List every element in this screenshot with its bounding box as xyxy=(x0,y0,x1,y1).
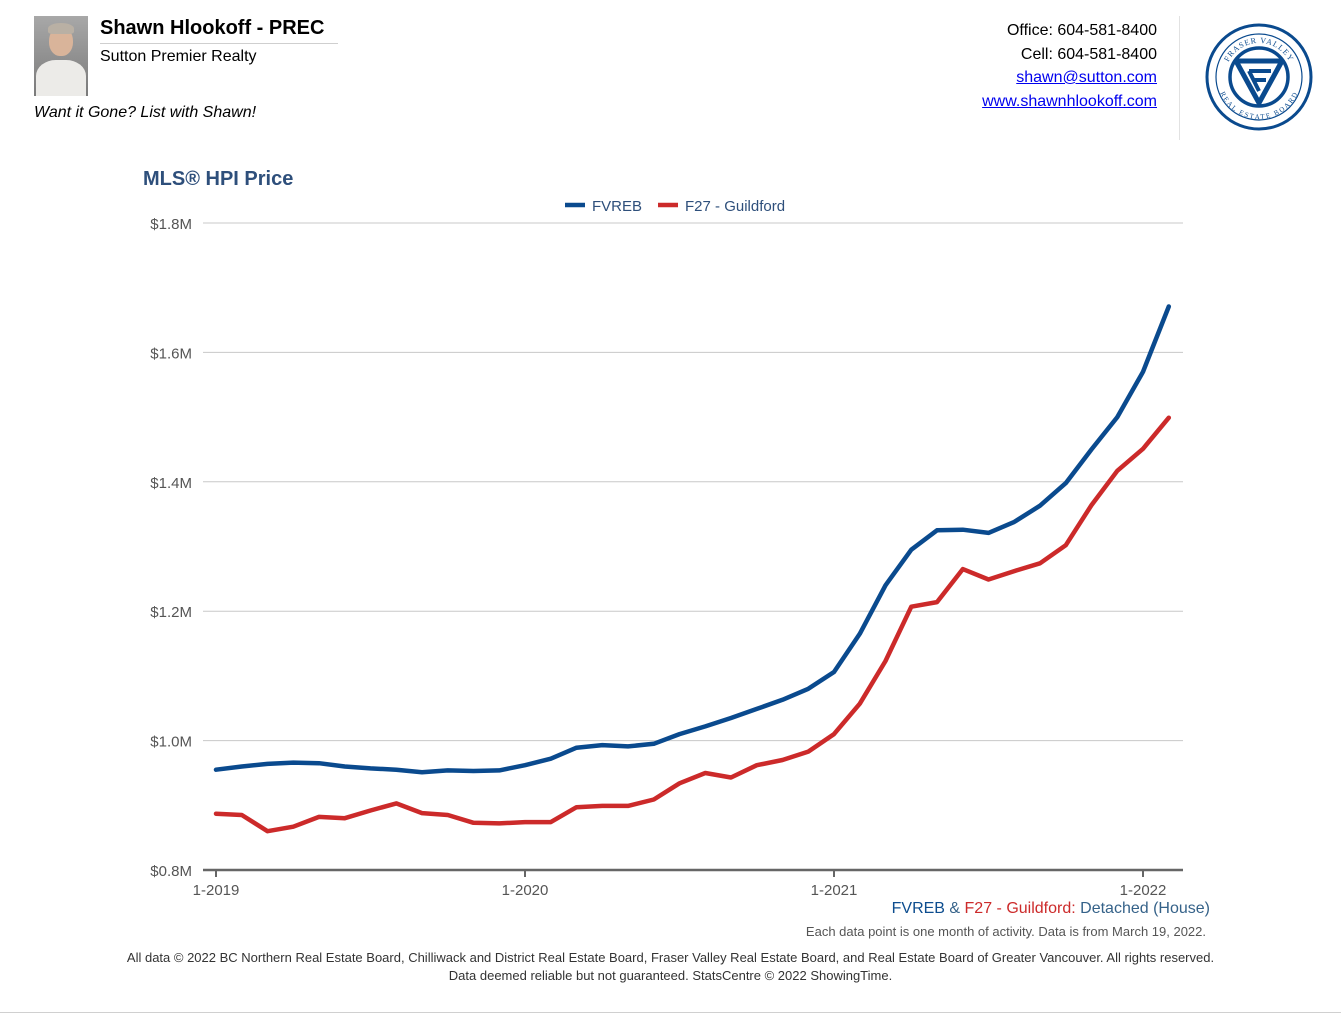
series-line-2 xyxy=(213,415,1172,834)
x-tick-label: 1-2020 xyxy=(502,882,549,899)
data-note: Each data point is one month of activity… xyxy=(805,924,1206,939)
header-divider xyxy=(1179,16,1180,140)
office-phone: Office: 604-581-8400 xyxy=(1006,22,1157,39)
y-tick-label: $1.4M xyxy=(150,475,192,492)
y-tick-label: $1.0M xyxy=(150,734,192,751)
email-link[interactable]: shawn@sutton.com xyxy=(1016,69,1157,86)
legend-label-1: FVREB xyxy=(592,198,642,215)
fvreb-logo-icon: FRASER VALLEY REAL ESTATE BOARD xyxy=(1205,23,1313,131)
caption-colon: : xyxy=(1071,900,1076,917)
bottom-rule xyxy=(0,1012,1341,1013)
caption-series2: F27 - Guildford xyxy=(964,900,1072,917)
contact-info: Office: 604-581-8400 Cell: 604-581-8400 … xyxy=(982,19,1157,113)
tagline: Want it Gone? List with Shawn! xyxy=(34,104,257,121)
x-tick-label: 1-2021 xyxy=(811,882,858,899)
avatar-body xyxy=(36,60,86,96)
chart-caption: FVREB & F27 - Guildford: Detached (House… xyxy=(892,900,1210,918)
company-name: Sutton Premier Realty xyxy=(100,48,257,65)
agent-photo xyxy=(34,16,88,96)
y-tick-label: $1.8M xyxy=(150,216,192,233)
cell-phone: Cell: 604-581-8400 xyxy=(1020,45,1157,63)
caption-type: Detached (House) xyxy=(1075,900,1210,917)
y-tick-label: $1.2M xyxy=(150,604,192,621)
footer-copyright: All data © 2022 BC Northern Real Estate … xyxy=(126,950,1215,965)
footer: All data © 2022 BC Northern Real Estate … xyxy=(0,949,1341,985)
y-tick-label: $0.8M xyxy=(150,863,192,880)
caption-series1: FVREB xyxy=(891,900,945,917)
avatar-hair xyxy=(48,23,74,34)
caption-amp: & xyxy=(944,900,965,917)
x-tick-label: 1-2022 xyxy=(1120,882,1167,899)
legend-label-2: F27 - Guildford xyxy=(685,198,785,215)
website-link[interactable]: www.shawnhlookoff.com xyxy=(982,92,1157,110)
x-tick-label: 1-2019 xyxy=(193,882,240,899)
agent-name: Shawn Hlookoff - PREC xyxy=(100,17,338,44)
chart-title: MLS® HPI Price xyxy=(143,168,294,190)
series-line-1 xyxy=(213,304,1172,775)
y-tick-label: $1.6M xyxy=(150,345,192,362)
footer-disclaimer: Data deemed reliable but not guaranteed.… xyxy=(448,968,893,983)
